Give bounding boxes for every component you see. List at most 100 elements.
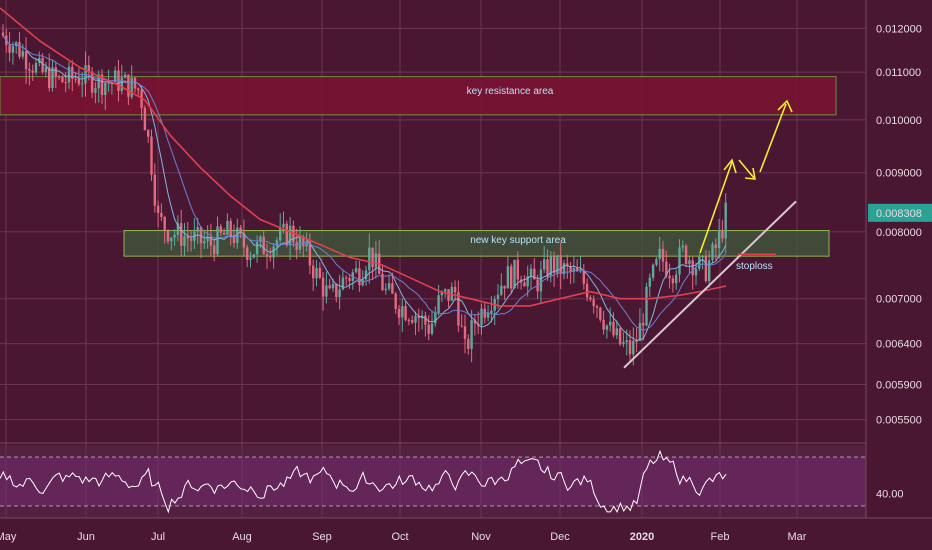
- candle-body: [595, 306, 599, 308]
- candle-body: [658, 248, 661, 260]
- candle-body: [199, 227, 203, 244]
- candle-body: [510, 266, 513, 289]
- rsi-line: [0, 449, 727, 514]
- trendline: [623, 200, 797, 369]
- projection-arrowhead-3: [777, 99, 793, 113]
- x-tick-label: Feb: [711, 531, 730, 543]
- resistance-label: key resistance area: [467, 86, 554, 97]
- candle-body: [285, 223, 288, 246]
- candle-body: [262, 236, 265, 255]
- y-tick-label: 0.011000: [876, 67, 921, 79]
- candle-body: [582, 270, 585, 284]
- x-tick-label: Oct: [391, 531, 408, 543]
- candle-body: [708, 260, 711, 282]
- candle-body: [74, 78, 77, 80]
- candle-body: [325, 285, 328, 297]
- candle-body: [681, 245, 684, 248]
- candle-body: [242, 232, 246, 248]
- y-tick-label: 0.006400: [876, 339, 922, 351]
- candle-body: [552, 256, 556, 273]
- candle-body: [34, 62, 38, 73]
- candle-body: [21, 51, 24, 57]
- candle-body: [358, 268, 361, 286]
- x-tick-label: Jul: [151, 531, 165, 543]
- candle-body: [437, 295, 440, 313]
- candle-body: [500, 285, 503, 295]
- x-tick-label: 2020: [630, 531, 654, 543]
- candle-body: [671, 278, 675, 284]
- candle-body: [401, 306, 404, 318]
- candle-body: [417, 316, 420, 319]
- candle-body: [711, 244, 714, 261]
- candle-body: [513, 259, 516, 289]
- candle-body: [28, 69, 31, 71]
- candle-body: [602, 319, 605, 330]
- projection-arrow-3: [759, 103, 787, 173]
- candle-body: [381, 273, 384, 291]
- candle-body: [384, 288, 387, 291]
- candle-body: [249, 257, 252, 260]
- candle-body: [114, 70, 117, 83]
- candle-body: [54, 67, 57, 77]
- candle-body: [543, 259, 546, 270]
- candle-body: [123, 74, 127, 78]
- candle-body: [444, 289, 447, 292]
- candle-body: [361, 279, 364, 286]
- candle-body: [447, 289, 450, 301]
- candle-body: [414, 316, 417, 323]
- candle-body: [473, 320, 477, 324]
- y-tick-label: 0.010000: [876, 115, 922, 127]
- price-badge-label: 0.008308: [876, 208, 922, 220]
- candle-body: [368, 247, 371, 271]
- candle-body: [11, 46, 15, 53]
- candle-body: [526, 276, 529, 287]
- candle-body: [153, 174, 156, 206]
- candle-body: [67, 66, 71, 83]
- candle-body: [269, 255, 272, 258]
- candle-body: [635, 340, 638, 342]
- candle-body: [107, 82, 110, 84]
- x-tick-label: Nov: [471, 531, 491, 543]
- candle-body: [622, 342, 625, 345]
- candle-body: [219, 226, 222, 233]
- candle-body: [288, 225, 292, 246]
- candle-body: [434, 312, 437, 324]
- x-tick-label: Dec: [550, 531, 570, 543]
- candle-body: [57, 76, 61, 78]
- candle-body: [196, 227, 199, 232]
- ma-fast-line: [2, 35, 727, 342]
- candle-body: [180, 223, 183, 246]
- candle-body: [147, 130, 150, 137]
- candle-body: [239, 227, 242, 233]
- x-tick-label: May: [0, 531, 17, 543]
- candle-body: [411, 320, 414, 323]
- candle-body: [655, 259, 658, 265]
- candle-body: [665, 261, 668, 276]
- candle-body: [539, 269, 543, 292]
- candle-body: [721, 230, 724, 239]
- candle-body: [173, 234, 176, 238]
- candle-body: [714, 244, 717, 249]
- candle-body: [81, 83, 84, 85]
- candle-body: [345, 277, 348, 279]
- candle-body: [71, 66, 74, 79]
- candle-body: [506, 266, 510, 289]
- ma-mid-line: [2, 35, 727, 331]
- candle-body: [252, 254, 255, 258]
- candle-body: [338, 289, 341, 298]
- candle-body: [589, 297, 592, 300]
- candle-body: [160, 212, 163, 217]
- candle-body: [453, 286, 457, 293]
- candle-body: [717, 230, 721, 249]
- y-tick-label: 0.005900: [876, 379, 922, 391]
- candle-body: [648, 277, 651, 287]
- candle-body: [312, 265, 315, 279]
- candle-body: [661, 248, 665, 262]
- candle-body: [579, 270, 582, 272]
- candle-body: [259, 236, 262, 243]
- candle-body: [305, 241, 308, 247]
- candle-body: [127, 74, 130, 97]
- candle-body: [566, 263, 569, 267]
- candle-body: [463, 326, 467, 339]
- candle-body: [397, 308, 401, 318]
